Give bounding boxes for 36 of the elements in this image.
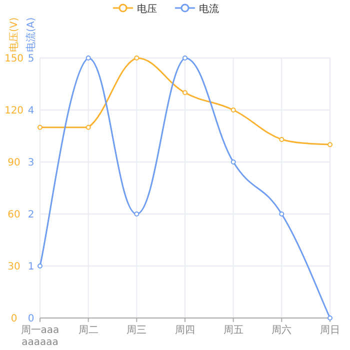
x-tick-label: 周三 bbox=[126, 325, 147, 336]
point bbox=[86, 56, 91, 60]
point bbox=[230, 108, 236, 112]
y2-tick-label: 1 bbox=[28, 262, 34, 272]
y2-axis-title: 电流(A) bbox=[25, 17, 37, 52]
y-tick-label: 0 bbox=[10, 314, 18, 324]
x-tick-label: 周四 bbox=[175, 325, 195, 336]
point bbox=[279, 212, 284, 216]
y2-tick-label: 0 bbox=[28, 314, 34, 324]
point bbox=[279, 136, 284, 142]
point bbox=[328, 142, 332, 148]
y-tick-label: 120 bbox=[4, 106, 24, 116]
point bbox=[38, 264, 42, 268]
x-tick-label: 周一aaa aaaaaa bbox=[20, 325, 60, 348]
legend-label: 电流 bbox=[199, 3, 219, 15]
y-tick-label: 150 bbox=[4, 54, 24, 64]
y2-tick-label: 4 bbox=[28, 106, 34, 116]
y-tick-label: 90 bbox=[8, 158, 20, 168]
y2-tick-label: 2 bbox=[28, 210, 34, 220]
y-tick-label: 30 bbox=[8, 262, 20, 272]
point bbox=[182, 90, 188, 96]
y2-tick-label: 3 bbox=[28, 158, 34, 168]
point bbox=[38, 124, 42, 130]
point bbox=[230, 160, 236, 164]
point bbox=[182, 56, 188, 60]
point bbox=[134, 56, 140, 60]
x-tick-label: 周二 bbox=[78, 325, 98, 336]
x-tick-label: 周六 bbox=[272, 324, 292, 336]
y-axis-title: 电压(V) bbox=[8, 17, 20, 52]
x-tick-label: 周五 bbox=[223, 325, 244, 336]
point bbox=[86, 124, 91, 130]
x-tick-label: 周日 bbox=[320, 325, 340, 336]
point bbox=[134, 212, 140, 216]
y2-tick-label: 5 bbox=[28, 54, 34, 64]
y-tick-label: 60 bbox=[8, 210, 20, 220]
legend-label: 电压 bbox=[137, 3, 157, 15]
